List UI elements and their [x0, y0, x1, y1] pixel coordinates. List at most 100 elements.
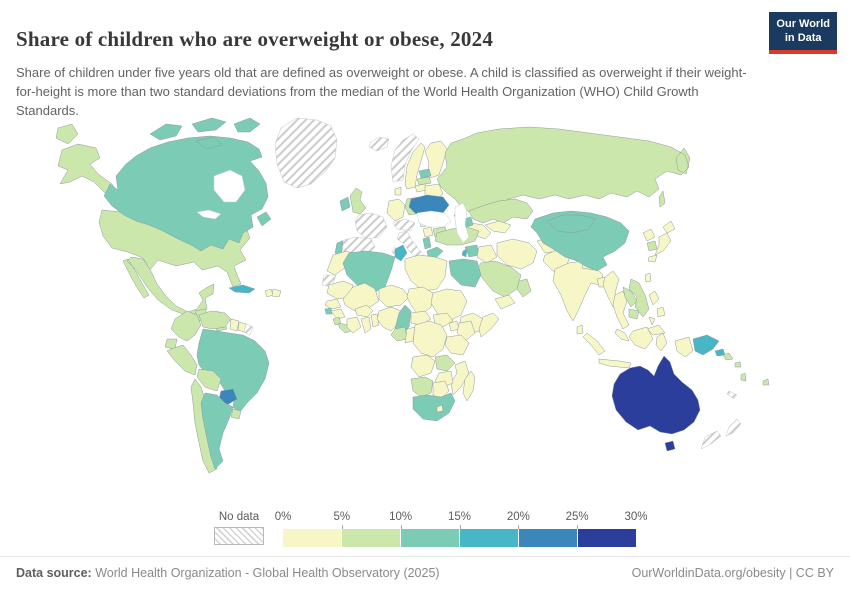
legend-bin-25-30%[interactable] — [578, 529, 636, 547]
legend-bin-20-25%[interactable] — [519, 529, 578, 547]
legend-tick-label-15%: 15% — [447, 511, 472, 523]
region-uruguay[interactable] — [230, 408, 242, 420]
region-guinea[interactable] — [330, 308, 346, 320]
region-solomon-islands[interactable] — [722, 352, 742, 368]
region-japan[interactable] — [647, 220, 676, 263]
legend-bin-5-10%[interactable] — [342, 529, 401, 547]
owid-logo[interactable]: Our World in Data — [769, 12, 837, 54]
no-data-swatch[interactable] — [214, 527, 264, 545]
region-guinea-bissau[interactable] — [324, 307, 333, 315]
region-malaysia[interactable] — [614, 324, 666, 342]
region-ghana[interactable] — [360, 316, 372, 334]
region-colombia[interactable] — [170, 310, 202, 342]
legend-no-data[interactable]: No data — [214, 511, 264, 545]
region-tunisia[interactable] — [394, 244, 408, 262]
region-vietnam[interactable] — [628, 278, 650, 318]
legend-bin-15-20%[interactable] — [460, 529, 519, 547]
black-sea-water — [416, 210, 452, 228]
region-australia[interactable] — [611, 355, 701, 452]
region-senegal[interactable] — [324, 298, 342, 310]
region-gabon[interactable] — [390, 326, 408, 342]
region-niger[interactable] — [378, 284, 410, 308]
region-sri-lanka[interactable] — [576, 324, 584, 335]
region-latvia[interactable] — [416, 176, 432, 186]
region-oman[interactable] — [516, 278, 532, 298]
region-syria[interactable] — [464, 244, 480, 258]
region-mexico[interactable] — [122, 256, 215, 316]
region-ivory-coast[interactable] — [346, 316, 362, 334]
region-peru[interactable] — [166, 344, 198, 376]
region-denmark[interactable] — [394, 186, 402, 196]
region-mali[interactable] — [342, 282, 380, 312]
region-philippines[interactable] — [648, 290, 666, 326]
region-finland[interactable] — [424, 140, 448, 180]
region-cuba[interactable] — [228, 284, 256, 294]
region-bolivia[interactable] — [196, 368, 222, 392]
region-mongolia[interactable] — [546, 214, 596, 234]
region-germany[interactable] — [386, 198, 406, 222]
region-french-guiana[interactable] — [243, 323, 254, 336]
region-zambia[interactable] — [434, 354, 456, 372]
region-laos[interactable] — [622, 286, 638, 308]
region-mozambique[interactable] — [450, 360, 470, 396]
region-iraq[interactable] — [476, 244, 498, 264]
region-taiwan[interactable] — [644, 272, 652, 283]
region-south-africa[interactable] — [412, 392, 456, 422]
region-ireland[interactable] — [339, 196, 351, 212]
region-guyana[interactable] — [229, 318, 240, 332]
region-south-sudan[interactable] — [432, 312, 454, 328]
region-papua-new-guinea[interactable] — [692, 334, 726, 357]
legend-bin-10-15%[interactable] — [401, 529, 460, 547]
region-libya[interactable] — [404, 254, 448, 292]
region-kazakhstan[interactable] — [468, 198, 534, 224]
region-new-caledonia[interactable] — [726, 390, 738, 400]
region-benin[interactable] — [370, 313, 380, 328]
region-iran[interactable] — [496, 238, 538, 270]
region-somalia[interactable] — [478, 312, 500, 338]
region-burkina-faso[interactable] — [354, 304, 374, 318]
region-serbia[interactable] — [422, 226, 434, 238]
region-uzbekistan[interactable] — [484, 220, 512, 234]
region-madagascar[interactable] — [462, 370, 476, 402]
region-russia[interactable] — [55, 123, 691, 214]
legend-tick-label-5%: 5% — [333, 511, 351, 523]
region-nigeria[interactable] — [376, 306, 402, 332]
legend-bin-0-5%[interactable] — [283, 529, 342, 547]
owid-link[interactable]: OurWorldinData.org/obesity | CC BY — [631, 566, 834, 580]
region-egypt[interactable] — [448, 258, 482, 288]
region-lebanon[interactable] — [461, 248, 468, 258]
region-botswana[interactable] — [432, 380, 450, 400]
datasource-label: Data source: — [16, 566, 92, 580]
region-iceland[interactable] — [368, 136, 390, 152]
region-new-zealand[interactable] — [700, 418, 742, 450]
region-brazil[interactable] — [196, 328, 270, 414]
region-south-korea[interactable] — [646, 240, 658, 252]
region-tanzania[interactable] — [444, 334, 470, 356]
region-north-korea[interactable] — [642, 228, 656, 242]
region-canada[interactable] — [103, 117, 272, 252]
region-france[interactable] — [354, 212, 388, 240]
region-venezuela[interactable] — [198, 310, 232, 330]
region-dr-congo[interactable] — [412, 320, 448, 358]
region-vanuatu[interactable] — [740, 372, 747, 382]
region-cambodia[interactable] — [628, 308, 640, 320]
region-albania[interactable] — [422, 236, 432, 250]
region-dominican-republic[interactable] — [271, 288, 282, 298]
region-angola[interactable] — [410, 354, 436, 378]
region-fiji[interactable] — [762, 378, 770, 386]
region-sudan[interactable] — [430, 288, 468, 322]
region-yemen[interactable] — [494, 294, 516, 310]
region-united-kingdom[interactable] — [349, 187, 367, 215]
region-sweden[interactable] — [404, 142, 426, 190]
region-argentina[interactable] — [200, 392, 234, 470]
region-lesotho[interactable] — [436, 404, 444, 413]
owid-logo-line2: in Data — [784, 31, 822, 44]
region-estonia[interactable] — [418, 168, 432, 179]
region-liberia[interactable] — [338, 322, 352, 334]
region-norway[interactable] — [390, 133, 420, 183]
region-austria[interactable] — [392, 218, 416, 232]
region-greenland[interactable] — [274, 117, 338, 189]
great-lakes-water — [196, 209, 222, 220]
region-indonesia[interactable] — [582, 326, 694, 369]
region-namibia[interactable] — [410, 376, 434, 398]
